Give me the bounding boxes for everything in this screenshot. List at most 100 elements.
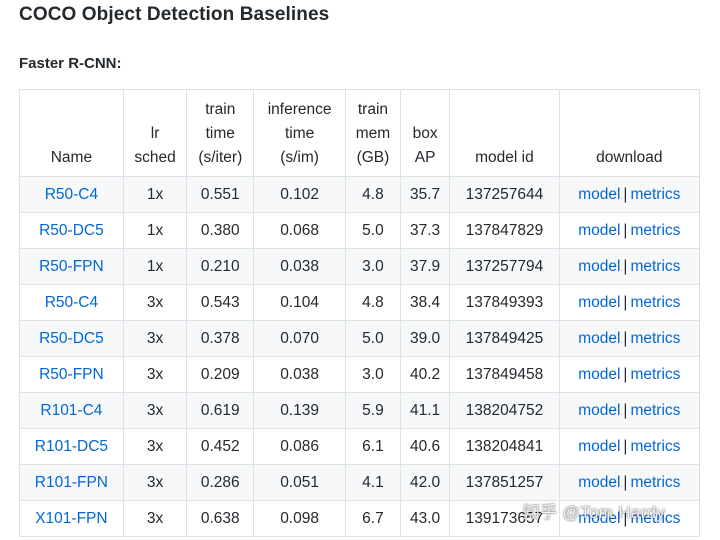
cell-name: R50-DC5 [19,320,124,357]
cell-train-mem: 4.8 [345,284,401,321]
cell-name: R50-C4 [19,284,124,321]
cell-inference-time: 0.068 [253,212,347,249]
model-download-link[interactable]: model [578,509,621,527]
column-header-line: train [205,101,236,118]
cell-box-ap: 42.0 [399,464,451,501]
column-header-line: model id [475,149,534,166]
table-row: X101-FPN 3x 0.638 0.098 6.7 43.0 139173657 mode… [19,500,701,537]
column-header-line: (s/iter) [198,149,243,166]
model-name-link[interactable]: R101-DC5 [34,437,109,455]
cell-lr-sched: 3x [122,356,188,393]
watermark: 知乎 @Tom Hardy [523,503,666,522]
metrics-download-link[interactable]: metrics [630,509,681,527]
cell-download: model | metrics [558,320,701,357]
baselines-table: Name lr sched train time (s/iter) inference tim… [19,89,701,537]
metrics-download-link[interactable]: metrics [630,329,681,347]
cell-lr-sched: 3x [122,464,188,501]
column-header-box-ap: box AP [399,89,451,177]
column-header-line: Name [50,149,93,166]
metrics-download-link[interactable]: metrics [630,257,681,275]
model-name-link[interactable]: R50-FPN [39,257,104,275]
model-download-link[interactable]: model [578,257,621,275]
cell-train-time: 0.638 [186,500,255,537]
model-download-link[interactable]: model [578,329,621,347]
cell-lr-sched: 1x [122,248,188,285]
model-name-link[interactable]: R50-C4 [44,185,99,203]
metrics-download-link[interactable]: metrics [630,437,681,455]
cell-model-id: 137257644 [449,176,560,213]
table-row: R101-FPN 3x 0.286 0.051 4.1 42.0 137851257 mode… [19,464,701,501]
model-download-link[interactable]: model [578,437,621,455]
model-name-link[interactable]: R101-C4 [40,401,103,419]
column-header-train-time: train time (s/iter) [186,89,255,177]
cell-download: model | metrics [558,248,701,285]
cell-download: model | metrics [558,392,701,429]
cell-box-ap: 37.9 [399,248,451,285]
metrics-download-link[interactable]: metrics [630,473,681,491]
column-header-line: (s/im) [280,149,319,166]
metrics-download-link[interactable]: metrics [630,221,681,239]
cell-model-id: 137257794 [449,248,560,285]
table-row: R50-DC5 3x 0.378 0.070 5.0 39.0 137849425 model… [19,320,701,357]
column-header-line: time [205,125,235,142]
metrics-download-link[interactable]: metrics [630,401,681,419]
cell-model-id: 137851257 [449,464,560,501]
cell-inference-time: 0.038 [253,248,347,285]
cell-train-time: 0.380 [186,212,255,249]
cell-train-time: 0.210 [186,248,255,285]
metrics-download-link[interactable]: metrics [630,365,681,383]
cell-box-ap: 37.3 [399,212,451,249]
cell-lr-sched: 1x [122,176,188,213]
cell-download: model | metrics [558,284,701,321]
cell-name: R50-FPN [19,356,124,393]
table-row: R101-C4 3x 0.619 0.139 5.9 41.1 138204752 model… [19,392,701,429]
cell-name: R101-C4 [19,392,124,429]
cell-name: X101-FPN [19,500,124,537]
cell-box-ap: 40.2 [399,356,451,393]
column-header-name: Name [19,89,124,177]
cell-train-mem: 5.9 [345,392,401,429]
column-header-line: time [284,125,315,142]
table-row: R50-FPN 3x 0.209 0.038 3.0 40.2 137849458 model… [19,356,701,393]
model-download-link[interactable]: model [578,401,621,419]
cell-lr-sched: 3x [122,428,188,465]
cell-download: model | metrics [558,212,701,249]
metrics-download-link[interactable]: metrics [630,185,681,203]
column-header-line: download [596,149,663,166]
model-name-link[interactable]: R50-DC5 [39,329,104,347]
cell-train-time: 0.551 [186,176,255,213]
model-download-link[interactable]: model [578,365,621,383]
cell-download: model | metrics [558,428,701,465]
cell-lr-sched: 3x [122,284,188,321]
link-separator: | [623,329,628,347]
cell-box-ap: 43.0 [399,500,451,537]
cell-train-mem: 4.8 [345,176,401,213]
model-download-link[interactable]: model [578,221,621,239]
model-name-link[interactable]: R101-FPN [34,473,108,491]
cell-train-mem: 6.1 [345,428,401,465]
table-row: R50-FPN 1x 0.210 0.038 3.0 37.9 137257794 model… [19,248,701,285]
cell-model-id: 138204752 [449,392,560,429]
model-name-link[interactable]: R50-DC5 [39,221,104,239]
table-header: Name lr sched train time (s/iter) inference tim… [19,89,701,177]
model-name-link[interactable]: X101-FPN [35,509,108,527]
cell-lr-sched: 1x [122,212,188,249]
cell-train-time: 0.286 [186,464,255,501]
cell-train-time: 0.209 [186,356,255,393]
metrics-download-link[interactable]: metrics [630,293,681,311]
section-subtitle: Faster R-CNN: [19,55,122,72]
cell-name: R50-C4 [19,176,124,213]
model-name-link[interactable]: R50-FPN [39,365,104,383]
column-header-train-mem: train mem (GB) [345,89,401,177]
cell-name: R50-FPN [19,248,124,285]
cell-train-time: 0.452 [186,428,255,465]
cell-box-ap: 41.1 [399,392,451,429]
table-row: R50-DC5 1x 0.380 0.068 5.0 37.3 137847829 model… [19,212,701,249]
column-header-model-id: model id [449,89,560,177]
model-download-link[interactable]: model [578,473,621,491]
model-name-link[interactable]: R50-C4 [44,293,99,311]
column-header-line: lr [150,125,160,142]
model-download-link[interactable]: model [578,293,621,311]
column-header-line: AP [414,149,436,166]
model-download-link[interactable]: model [578,185,621,203]
